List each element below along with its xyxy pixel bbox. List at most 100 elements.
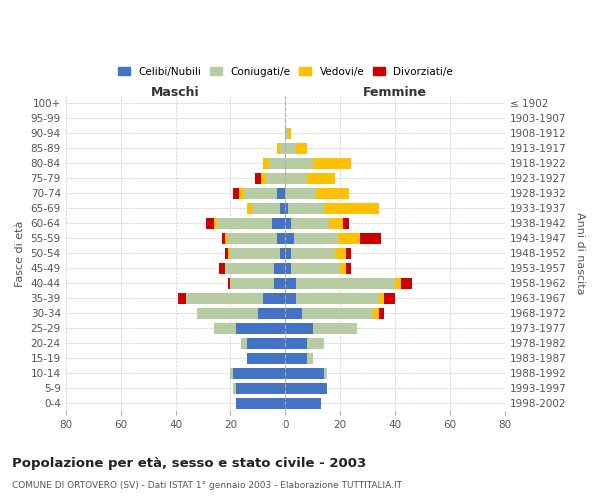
Bar <box>236 398 286 409</box>
Bar <box>255 173 260 184</box>
Bar <box>286 293 296 304</box>
Bar <box>272 218 286 229</box>
Text: COMUNE DI ORTOVERO (SV) - Dati ISTAT 1° gennaio 2003 - Elaborazione TUTTITALIA.I: COMUNE DI ORTOVERO (SV) - Dati ISTAT 1° … <box>12 481 402 490</box>
Bar <box>324 368 326 379</box>
Bar <box>307 173 335 184</box>
Text: Maschi: Maschi <box>151 86 200 100</box>
Bar <box>373 308 379 319</box>
Bar <box>217 218 272 229</box>
Bar <box>346 248 351 259</box>
Bar <box>293 233 338 244</box>
Bar <box>286 398 321 409</box>
Bar <box>286 128 288 139</box>
Bar <box>206 218 214 229</box>
Y-axis label: Anni di nascita: Anni di nascita <box>575 212 585 294</box>
Bar <box>286 263 291 274</box>
Bar <box>286 158 313 169</box>
Bar <box>288 203 324 214</box>
Legend: Celibi/Nubili, Coniugati/e, Vedovi/e, Divorziati/e: Celibi/Nubili, Coniugati/e, Vedovi/e, Di… <box>115 64 457 80</box>
Bar <box>313 158 351 169</box>
Bar <box>307 338 324 349</box>
Bar <box>359 233 382 244</box>
Bar <box>286 143 296 154</box>
Bar <box>291 218 329 229</box>
Bar <box>395 278 401 289</box>
Bar <box>286 248 291 259</box>
Bar <box>280 143 286 154</box>
Bar <box>230 368 233 379</box>
Bar <box>220 263 225 274</box>
Bar <box>274 278 286 289</box>
Bar <box>230 248 280 259</box>
Bar <box>227 278 230 289</box>
Bar <box>263 158 269 169</box>
Bar <box>286 218 291 229</box>
Bar <box>247 353 286 364</box>
Bar <box>225 233 227 244</box>
Bar <box>286 188 316 199</box>
Bar <box>302 308 373 319</box>
Text: Femmine: Femmine <box>363 86 427 100</box>
Bar <box>286 323 313 334</box>
Bar <box>277 188 286 199</box>
Bar <box>214 218 217 229</box>
Bar <box>260 173 266 184</box>
Bar <box>286 278 296 289</box>
Bar <box>335 248 346 259</box>
Bar <box>233 383 236 394</box>
Bar <box>346 263 351 274</box>
Bar <box>233 368 286 379</box>
Bar <box>214 323 236 334</box>
Bar <box>329 218 343 229</box>
Bar <box>233 188 239 199</box>
Bar <box>241 338 247 349</box>
Bar <box>227 248 230 259</box>
Bar <box>286 383 326 394</box>
Bar <box>324 203 379 214</box>
Bar <box>269 158 286 169</box>
Bar <box>296 143 307 154</box>
Bar <box>286 353 307 364</box>
Bar <box>343 218 349 229</box>
Bar <box>286 338 307 349</box>
Bar <box>258 308 286 319</box>
Bar <box>280 203 286 214</box>
Bar <box>286 173 307 184</box>
Text: Popolazione per età, sesso e stato civile - 2003: Popolazione per età, sesso e stato civil… <box>12 458 366 470</box>
Bar <box>225 248 227 259</box>
Bar <box>253 203 280 214</box>
Bar <box>379 308 384 319</box>
Bar <box>247 338 286 349</box>
Bar <box>316 188 349 199</box>
Bar <box>291 248 335 259</box>
Bar <box>230 278 274 289</box>
Bar <box>266 173 286 184</box>
Bar <box>286 368 324 379</box>
Bar <box>277 233 286 244</box>
Bar <box>239 188 244 199</box>
Bar <box>244 188 277 199</box>
Bar <box>236 323 286 334</box>
Bar <box>247 203 253 214</box>
Bar <box>291 263 340 274</box>
Bar <box>236 383 286 394</box>
Bar <box>187 293 263 304</box>
Bar <box>313 323 357 334</box>
Bar <box>222 233 225 244</box>
Bar <box>197 308 258 319</box>
Bar <box>296 293 379 304</box>
Bar <box>340 263 346 274</box>
Bar <box>227 233 277 244</box>
Bar <box>384 293 395 304</box>
Bar <box>338 233 359 244</box>
Bar <box>286 308 302 319</box>
Bar <box>277 143 280 154</box>
Bar <box>379 293 384 304</box>
Bar <box>288 128 291 139</box>
Bar <box>225 263 274 274</box>
Bar <box>263 293 286 304</box>
Y-axis label: Fasce di età: Fasce di età <box>15 220 25 286</box>
Bar <box>286 233 293 244</box>
Bar <box>274 263 286 274</box>
Bar <box>401 278 412 289</box>
